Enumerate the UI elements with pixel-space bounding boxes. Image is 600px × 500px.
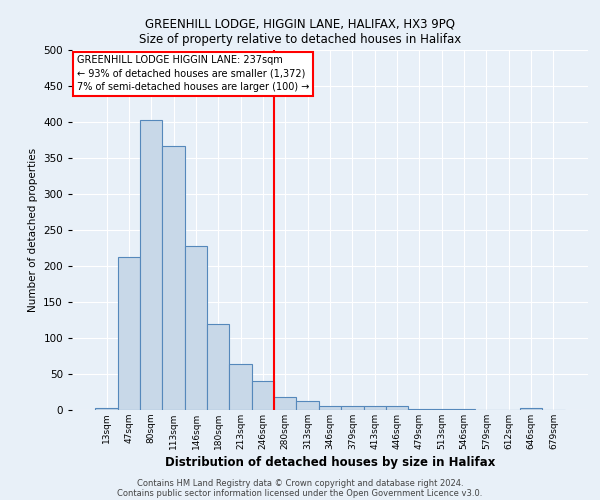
Bar xyxy=(118,258,140,410)
Text: Contains public sector information licensed under the Open Government Licence v3: Contains public sector information licen… xyxy=(118,488,482,498)
Text: GREENHILL LODGE, HIGGIN LANE, HALIFAX, HX3 9PQ: GREENHILL LODGE, HIGGIN LANE, HALIFAX, H… xyxy=(145,18,455,30)
X-axis label: Distribution of detached houses by size in Halifax: Distribution of detached houses by size … xyxy=(165,456,495,469)
Bar xyxy=(207,324,229,410)
Bar xyxy=(364,406,386,410)
Bar xyxy=(252,381,274,410)
Text: Size of property relative to detached houses in Halifax: Size of property relative to detached ho… xyxy=(139,32,461,46)
Bar xyxy=(341,406,364,410)
Bar xyxy=(520,408,542,410)
Bar xyxy=(274,397,296,410)
Bar xyxy=(296,400,319,410)
Bar xyxy=(140,120,163,410)
Bar xyxy=(95,408,118,410)
Bar xyxy=(185,246,207,410)
Text: Contains HM Land Registry data © Crown copyright and database right 2024.: Contains HM Land Registry data © Crown c… xyxy=(137,478,463,488)
Y-axis label: Number of detached properties: Number of detached properties xyxy=(28,148,38,312)
Bar xyxy=(386,406,408,410)
Bar xyxy=(163,146,185,410)
Text: GREENHILL LODGE HIGGIN LANE: 237sqm
← 93% of detached houses are smaller (1,372): GREENHILL LODGE HIGGIN LANE: 237sqm ← 93… xyxy=(77,56,310,92)
Bar xyxy=(229,364,252,410)
Bar xyxy=(319,406,341,410)
